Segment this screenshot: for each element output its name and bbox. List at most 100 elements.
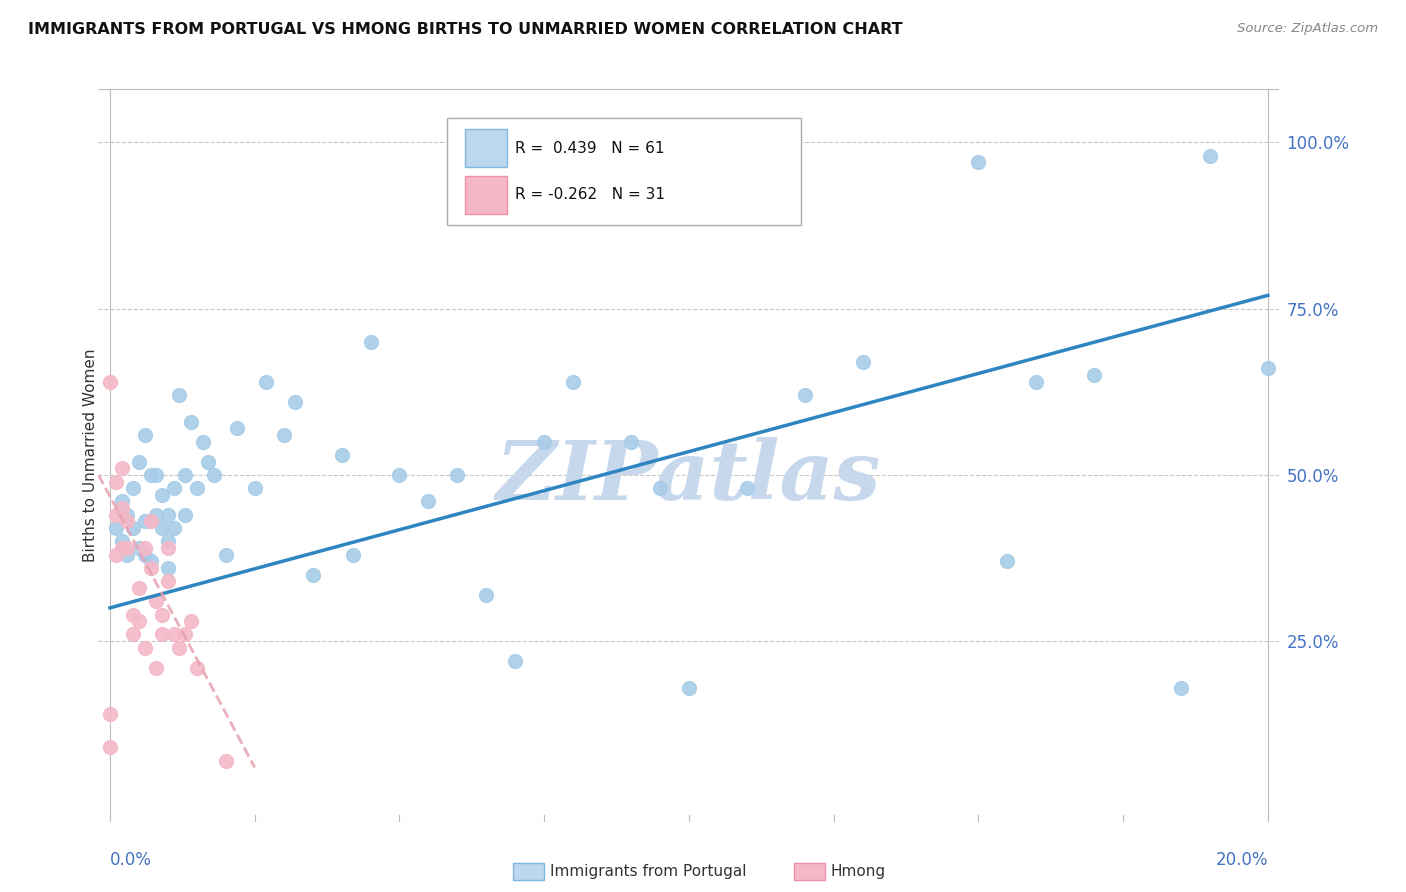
Point: [150, 627, 173, 641]
Point: [995, 554, 1018, 568]
Point: [156, 574, 179, 589]
Point: [180, 415, 202, 429]
Point: [110, 534, 132, 549]
Point: [330, 448, 353, 462]
Point: [128, 581, 150, 595]
Point: [620, 434, 643, 449]
Point: [122, 607, 145, 622]
Point: [226, 421, 249, 435]
Point: [174, 508, 197, 522]
Point: [156, 508, 179, 522]
Point: [122, 627, 145, 641]
Point: [533, 434, 555, 449]
Point: [98, 740, 121, 755]
Point: [145, 508, 167, 522]
Point: [104, 548, 127, 562]
Point: [648, 481, 671, 495]
Text: Source: ZipAtlas.com: Source: ZipAtlas.com: [1237, 22, 1378, 36]
Point: [169, 388, 191, 402]
Text: 0.0%: 0.0%: [110, 851, 152, 869]
Point: [360, 334, 382, 349]
Point: [301, 567, 323, 582]
Point: [134, 640, 156, 655]
Point: [1257, 361, 1279, 376]
Point: [215, 548, 238, 562]
Text: IMMIGRANTS FROM PORTUGAL VS HMONG BIRTHS TO UNMARRIED WOMEN CORRELATION CHART: IMMIGRANTS FROM PORTUGAL VS HMONG BIRTHS…: [28, 22, 903, 37]
Point: [139, 554, 162, 568]
Point: [139, 515, 162, 529]
Point: [110, 541, 132, 555]
Point: [191, 434, 214, 449]
Point: [388, 467, 411, 482]
Point: [678, 681, 700, 695]
Point: [202, 467, 225, 482]
Text: 20.0%: 20.0%: [1215, 851, 1268, 869]
Point: [139, 561, 162, 575]
Point: [139, 467, 162, 482]
Point: [1025, 375, 1047, 389]
Point: [117, 548, 139, 562]
Text: R = -0.262   N = 31: R = -0.262 N = 31: [516, 187, 665, 202]
Point: [134, 541, 156, 555]
Point: [197, 454, 219, 468]
Point: [128, 454, 150, 468]
Point: [475, 588, 498, 602]
Point: [128, 614, 150, 628]
Point: [104, 475, 127, 489]
Point: [735, 481, 758, 495]
Point: [1199, 149, 1222, 163]
Point: [145, 467, 167, 482]
Point: [145, 594, 167, 608]
Text: R =  0.439   N = 61: R = 0.439 N = 61: [516, 141, 665, 156]
Point: [134, 548, 156, 562]
Point: [122, 481, 145, 495]
Text: Immigrants from Portugal: Immigrants from Portugal: [550, 864, 747, 879]
Point: [110, 494, 132, 508]
Point: [163, 481, 186, 495]
Text: ZIPatlas: ZIPatlas: [496, 437, 882, 516]
Point: [174, 627, 197, 641]
Point: [117, 515, 139, 529]
Point: [186, 481, 208, 495]
Point: [98, 707, 121, 722]
Y-axis label: Births to Unmarried Women: Births to Unmarried Women: [83, 348, 97, 562]
Point: [186, 661, 208, 675]
Point: [134, 515, 156, 529]
Point: [163, 521, 186, 535]
Point: [1170, 681, 1192, 695]
Point: [342, 548, 364, 562]
Point: [562, 375, 585, 389]
Point: [117, 508, 139, 522]
Text: Hmong: Hmong: [831, 864, 886, 879]
Point: [134, 428, 156, 442]
Point: [852, 355, 875, 369]
Point: [446, 467, 468, 482]
Point: [418, 494, 440, 508]
Point: [110, 501, 132, 516]
Point: [180, 614, 202, 628]
Point: [122, 521, 145, 535]
Point: [104, 508, 127, 522]
Point: [503, 654, 526, 668]
Point: [254, 375, 277, 389]
Point: [150, 521, 173, 535]
Point: [150, 607, 173, 622]
Point: [117, 541, 139, 555]
Point: [967, 155, 990, 169]
Point: [104, 521, 127, 535]
Point: [174, 467, 197, 482]
Point: [215, 754, 238, 768]
Point: [163, 627, 186, 641]
Point: [156, 541, 179, 555]
Point: [243, 481, 266, 495]
Point: [156, 561, 179, 575]
Point: [98, 375, 121, 389]
Point: [169, 640, 191, 655]
Point: [156, 534, 179, 549]
Point: [273, 428, 295, 442]
Point: [793, 388, 815, 402]
Point: [128, 541, 150, 555]
Point: [150, 488, 173, 502]
Point: [1083, 368, 1105, 383]
Point: [145, 661, 167, 675]
